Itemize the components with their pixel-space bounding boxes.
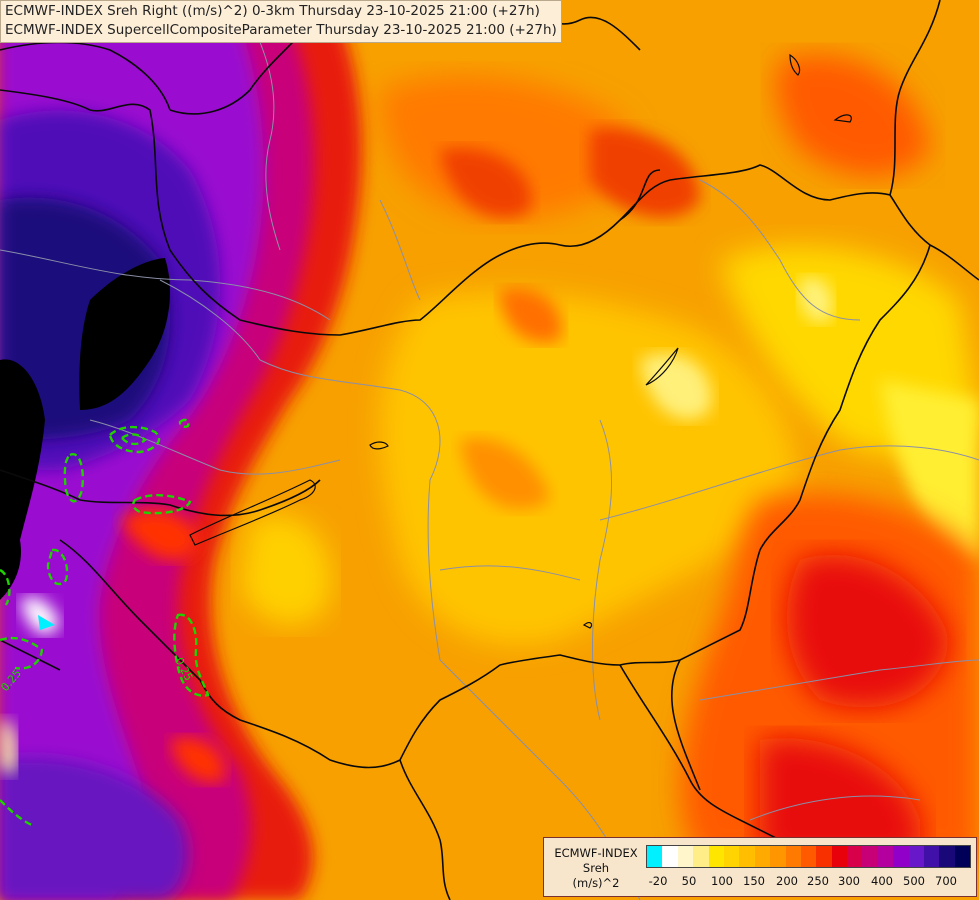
legend-tick-label: 50 (681, 874, 697, 888)
legend-title: ECMWF-INDEX Sreh (m/s)^2 (548, 846, 644, 891)
legend-title-param: Sreh (582, 861, 610, 875)
legend-swatch (693, 846, 709, 867)
legend-ticks: -20 50 100 150 200 250 300 400 500 700 (646, 874, 971, 890)
rivers (0, 19, 979, 900)
legend-swatch (723, 846, 740, 867)
legend-tick-label: 400 (871, 874, 893, 888)
legend-swatch (862, 846, 878, 867)
header-line-sreh: ECMWF-INDEX Sreh Right ((m/s)^2) 0-3km T… (5, 3, 540, 19)
legend-swatch (831, 846, 848, 867)
legend-tick-label: 500 (903, 874, 925, 888)
legend-swatch (785, 846, 801, 867)
legend-tick-label: 100 (711, 874, 733, 888)
map-header: ECMWF-INDEX Sreh Right ((m/s)^2) 0-3km T… (0, 0, 562, 43)
legend-swatch (908, 846, 925, 867)
legend-swatch (924, 846, 940, 867)
scp-contours (0, 418, 210, 828)
legend-tick-label: 250 (807, 874, 829, 888)
legend-swatch (954, 846, 971, 867)
header-line-scp: ECMWF-INDEX SupercellCompositeParameter … (5, 22, 557, 38)
legend-swatch (754, 846, 771, 867)
legend-tick-label: 150 (743, 874, 765, 888)
legend-tick-label: 700 (935, 874, 957, 888)
legend-title-unit: (m/s)^2 (572, 876, 620, 890)
legend-swatches (646, 845, 972, 868)
legend-swatch (816, 846, 832, 867)
legend-swatch (708, 846, 724, 867)
legend-swatch (647, 846, 663, 867)
legend-swatch (847, 846, 863, 867)
color-legend: ECMWF-INDEX Sreh (m/s)^2 -20 50 100 150 200 2… (543, 837, 977, 897)
legend-swatch (893, 846, 909, 867)
terrain-mask (79, 258, 170, 410)
terrain-mask (0, 359, 45, 600)
legend-tick-label: -20 (648, 874, 668, 888)
legend-tick-label: 300 (838, 874, 860, 888)
legend-tick-label: 200 (776, 874, 798, 888)
legend-swatch (677, 846, 694, 867)
legend-swatch (939, 846, 955, 867)
legend-swatch (739, 846, 755, 867)
legend-swatch (770, 846, 786, 867)
legend-swatch (662, 846, 678, 867)
lakes (189, 53, 852, 629)
legend-title-model: ECMWF-INDEX (554, 846, 638, 860)
legend-swatch (877, 846, 894, 867)
legend-swatch (800, 846, 817, 867)
